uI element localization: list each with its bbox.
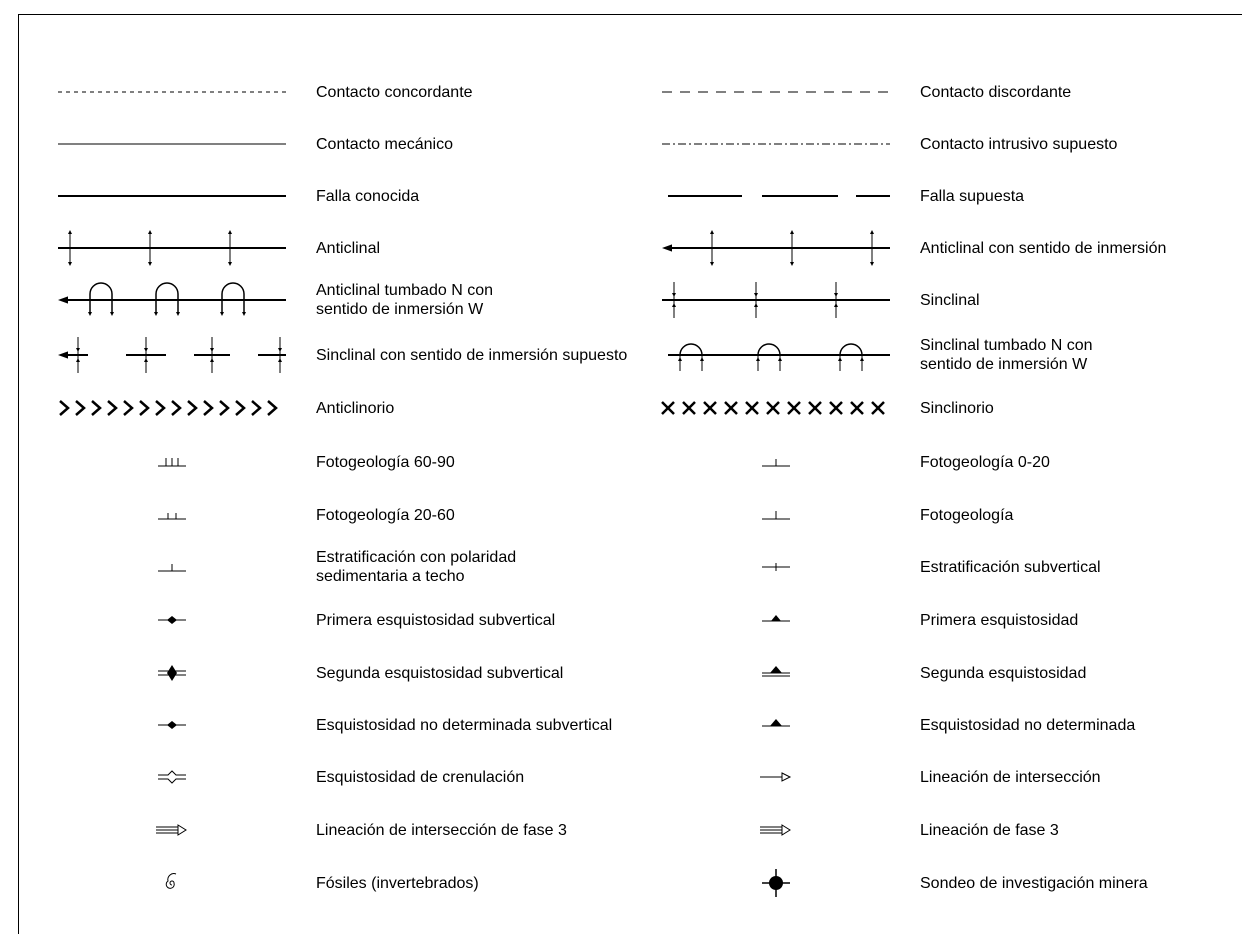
mining-drillhole-icon [762, 869, 790, 897]
second-schistosity-subvertical-icon [158, 665, 186, 681]
overturned-anticline-plunge-icon [58, 282, 286, 316]
intersection-lineation-icon [760, 772, 792, 782]
legend-label: Primera esquistosidad subvertical [316, 611, 556, 629]
first-schistosity-icon [762, 615, 790, 622]
legend-label: Anticlinal tumbado N con sentido de inmer… [316, 282, 493, 318]
bedding-subvertical-icon [762, 563, 790, 571]
legend-label: Contacto mecánico [316, 135, 453, 153]
crenulation-schistosity-icon [158, 770, 186, 784]
legend-label: Lineación de intersección [920, 768, 1101, 786]
legend-label: Esquistosidad no determinada [920, 716, 1136, 734]
legend-label: Lineación de intersección de fase 3 [316, 821, 567, 839]
legend-label: Falla supuesta [920, 187, 1025, 205]
overturned-syncline-icon [668, 343, 890, 371]
fossil-spiral-icon [165, 873, 177, 889]
bedding-polarity-icon [158, 564, 186, 572]
legend-label: Sinclinorio [920, 399, 994, 417]
legend-label: Fósiles (invertebrados) [316, 874, 479, 892]
legend-label: Segunda esquistosidad subvertical [316, 664, 564, 682]
legend-label: Sinclinal tumbado N con sentido de inmers… [920, 337, 1093, 373]
anticline-plunge-icon [662, 230, 890, 266]
first-schistosity-subvertical-icon [158, 616, 186, 624]
legend-label: Lineación de fase 3 [920, 821, 1059, 839]
legend-label: Contacto intrusivo supuesto [920, 135, 1118, 153]
dotted-line-icon [58, 91, 286, 93]
long-dash-line-icon [668, 195, 890, 197]
undetermined-schistosity-subvertical-icon [158, 721, 186, 729]
anticline-icon [58, 230, 286, 266]
lineation-phase3-icon [760, 824, 791, 836]
legend-label: Estratificación con polaridad sedimentari… [316, 549, 517, 585]
legend-label: Estratificación subvertical [920, 558, 1101, 576]
legend-label: Sondeo de investigación minera [920, 874, 1148, 892]
legend-label: Fotogeología [920, 506, 1014, 524]
undetermined-schistosity-icon [762, 719, 790, 727]
legend-label: Contacto discordante [920, 83, 1072, 101]
legend-label: Esquistosidad de crenulación [316, 768, 525, 786]
legend-frame [18, 14, 1242, 934]
dash-dot-line-icon [662, 143, 890, 145]
anticlinorium-chevrons-icon [59, 400, 278, 416]
photogeology-icon [762, 511, 790, 520]
legend-label: Primera esquistosidad [920, 611, 1079, 629]
legend-label: Fotogeología 0-20 [920, 453, 1050, 471]
photogeology-20-60-icon [158, 513, 186, 520]
thin-line-icon [58, 143, 286, 145]
photogeology-60-90-icon [158, 458, 186, 467]
legend-label: Esquistosidad no determinada subvertical [316, 716, 613, 734]
legend-label: Fotogeología 60-90 [316, 453, 455, 471]
map-legend: Contacto concordante Contacto mecánico Fal… [58, 83, 1167, 897]
legend-label: Anticlinal [316, 239, 381, 257]
photogeology-0-20-icon [762, 459, 790, 467]
legend-label: Sinclinal [920, 291, 980, 309]
legend-label: Contacto concordante [316, 83, 473, 101]
legend-label: Fotogeología 20-60 [316, 506, 455, 524]
legend-label: Sinclinal con sentido de inmersión supue… [316, 346, 628, 364]
legend-label: Segunda esquistosidad [920, 664, 1087, 682]
synclinorium-crosses-icon [661, 401, 885, 415]
thick-line-icon [58, 195, 286, 197]
second-schistosity-icon [762, 666, 790, 677]
syncline-plunge-inferred-icon [58, 337, 286, 373]
syncline-icon [662, 282, 890, 318]
intersection-lineation-phase3-icon [156, 824, 187, 836]
legend-label: Anticlinal con sentido de inmersión [920, 239, 1167, 257]
legend-label: Anticlinorio [316, 399, 395, 417]
dashed-line-icon [662, 91, 890, 93]
legend-label: Falla conocida [316, 187, 420, 205]
